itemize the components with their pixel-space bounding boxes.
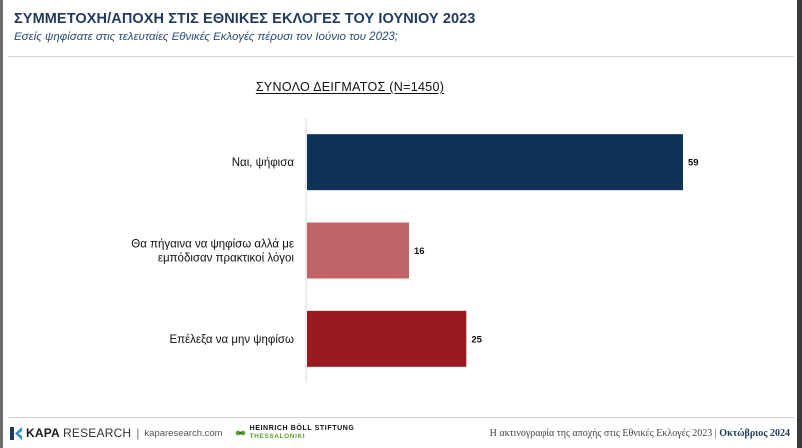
- sunflower-icon: [235, 430, 245, 436]
- report-separator: |: [712, 428, 720, 439]
- category-label-2-line-1: Θα πήγαινα να ψηφίσω αλλά με: [131, 239, 294, 251]
- right-edge-bar: [797, 0, 802, 448]
- brand-light: RESEARCH: [63, 426, 132, 440]
- brand-separator: |: [136, 426, 140, 440]
- report-title: Η ακτινογραφία της αποχής στις Εθνικές Ε…: [489, 428, 713, 439]
- partner-name: HEINRICH BÖLL STIFTUNG: [249, 425, 355, 432]
- kapa-logo-text: KAPA RESEARCH: [26, 426, 131, 440]
- category-label-1: Ναι, ψήφισα: [232, 157, 295, 169]
- brand-bold: KAPA: [26, 426, 60, 440]
- left-edge-bar: [0, 0, 3, 448]
- category-label-2-line-2: εμπόδισαν πρακτικοί λόγοι: [158, 253, 295, 265]
- report-date: Οκτώβριος 2024: [719, 428, 790, 439]
- data-label-3: 25: [471, 334, 482, 345]
- kapa-logo-icon: [10, 426, 22, 440]
- page-subtitle: Εσείς ψηφίσατε στις τελευταίες Εθνικές Ε…: [14, 31, 398, 43]
- bar-1: [307, 134, 683, 191]
- bar-3: [307, 310, 467, 367]
- data-label-1: 59: [688, 158, 699, 169]
- brand-url: kaparesearch.com: [144, 427, 223, 439]
- data-label-2: 16: [414, 246, 425, 257]
- partner-logo: HEINRICH BÖLL STIFTUNG THESSALONIKI: [235, 425, 355, 441]
- chart-title: ΣΥΝΟΛΟ ΔΕΙΓΜΑΤΟΣ (Ν=1450): [255, 80, 445, 94]
- report-footer: Η ακτινογραφία της αποχής στις Εθνικές Ε…: [490, 428, 790, 439]
- category-label-3: Επέλεξα να μην ψηφίσω: [169, 334, 294, 346]
- bar-2: [307, 222, 409, 279]
- footer-divider: [8, 417, 794, 418]
- header-divider: [8, 56, 794, 57]
- footer-brands: KAPA RESEARCH | kaparesearch.com HEINRIC…: [10, 425, 354, 441]
- page-title: ΣΥΜΜΕΤΟΧΗ/ΑΠΟΧΗ ΣΤΙΣ ΕΘΝΙΚΕΣ ΕΚΛΟΓΕΣ ΤΟΥ…: [14, 11, 476, 27]
- partner-city: THESSALONIKI: [249, 433, 306, 440]
